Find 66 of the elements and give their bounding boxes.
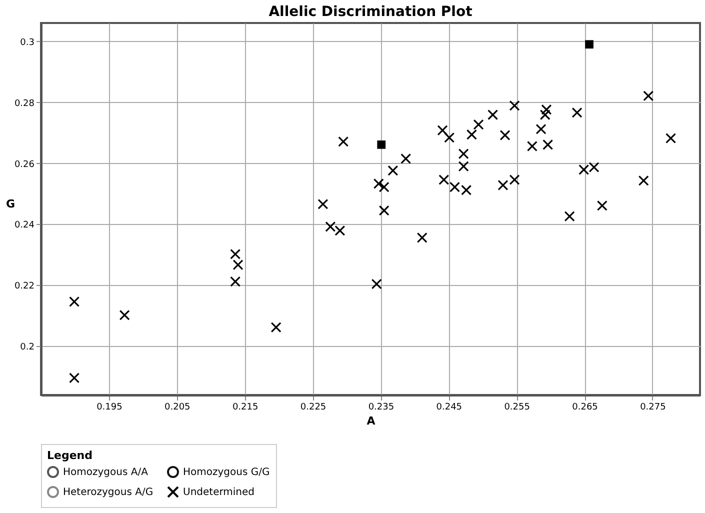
point <box>526 140 538 152</box>
point <box>438 174 450 185</box>
point <box>69 296 80 307</box>
point <box>388 165 398 176</box>
point <box>318 198 328 210</box>
point <box>509 174 520 185</box>
point <box>334 225 346 236</box>
point <box>466 129 477 140</box>
point <box>270 322 282 333</box>
legend-title: Legend <box>47 449 93 462</box>
x-tick-label: 0.235 <box>368 402 394 412</box>
point <box>371 278 382 290</box>
legend-label: Heterozygous A/G <box>63 487 154 498</box>
point <box>564 211 575 222</box>
x-tick-label: 0.205 <box>164 402 190 412</box>
point <box>338 136 349 147</box>
point <box>540 110 550 120</box>
point <box>500 130 510 140</box>
point <box>588 162 600 172</box>
legend-label: Homozygous G/G <box>183 467 270 478</box>
point <box>572 107 582 118</box>
point <box>325 221 336 232</box>
point <box>643 90 654 102</box>
point <box>69 372 80 384</box>
point <box>377 140 386 149</box>
point <box>373 178 384 189</box>
chart-title: Allelic Discrimination Plot <box>268 4 473 20</box>
point <box>449 182 460 192</box>
x-tick-label: 0.225 <box>300 402 326 412</box>
legend-label: Undetermined <box>183 487 255 498</box>
x-tick-label: 0.275 <box>640 402 666 412</box>
y-tick-label: 0.24 <box>14 220 35 231</box>
point <box>416 232 428 243</box>
point <box>542 139 554 150</box>
point <box>578 164 590 175</box>
point <box>509 100 520 111</box>
point <box>585 40 594 49</box>
point <box>638 175 649 186</box>
point <box>536 124 546 134</box>
x-tick-label: 0.245 <box>436 402 462 412</box>
y-tick-label: 0.2 <box>20 342 34 353</box>
legend-label: Homozygous A/A <box>63 467 148 478</box>
y-tick-label: 0.26 <box>14 160 35 170</box>
y-axis-title: G <box>6 198 15 210</box>
point <box>378 205 390 216</box>
point <box>473 119 484 130</box>
x-tick-label: 0.215 <box>232 402 258 412</box>
point <box>596 200 608 211</box>
x-axis-title: A <box>366 414 376 428</box>
point <box>119 310 130 320</box>
x-tick-label: 0.195 <box>96 402 122 412</box>
point <box>378 182 390 192</box>
point <box>498 180 508 190</box>
point <box>666 132 676 144</box>
point <box>437 125 448 136</box>
y-tick-label: 0.28 <box>14 98 35 109</box>
y-tick-label: 0.22 <box>14 282 34 292</box>
point <box>488 110 498 120</box>
point <box>444 132 455 143</box>
x-tick-label: 0.265 <box>572 402 598 412</box>
point <box>230 276 241 287</box>
y-tick-label: 0.3 <box>20 38 34 48</box>
point <box>400 153 412 164</box>
point <box>541 104 552 115</box>
x-tick-label: 0.255 <box>504 402 530 412</box>
point <box>461 184 472 196</box>
